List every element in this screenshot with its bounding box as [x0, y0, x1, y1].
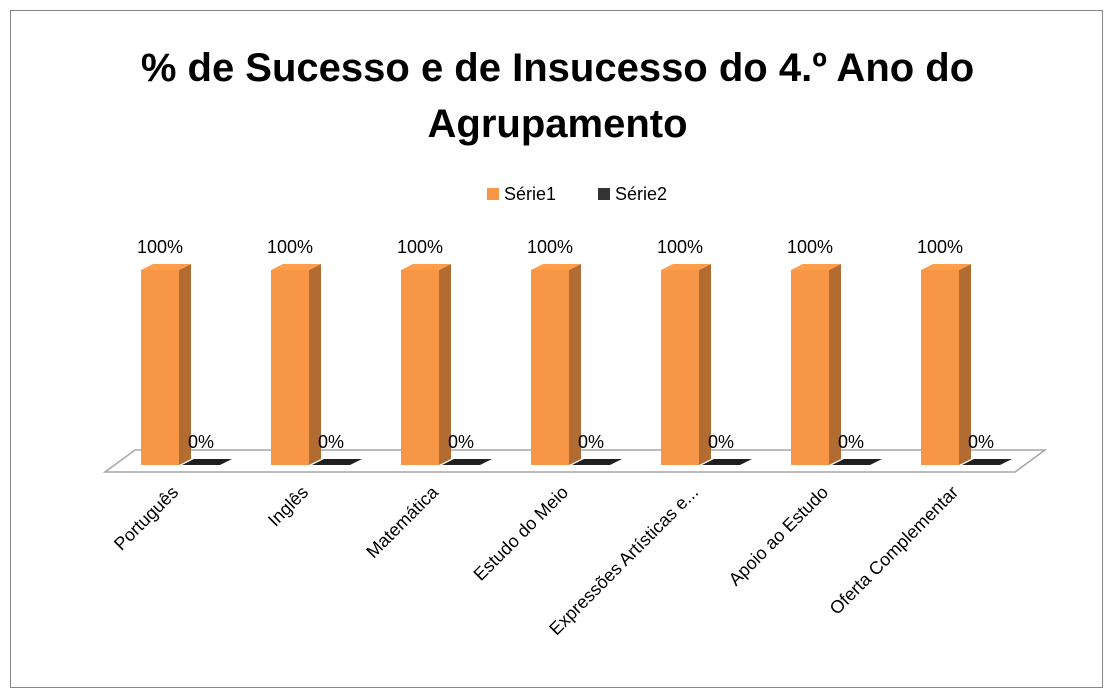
value-label: 100% [527, 237, 573, 257]
bar-top [661, 264, 711, 270]
bar-top [921, 264, 971, 270]
bar-front [661, 270, 699, 465]
value-label: 100% [267, 237, 313, 257]
value-label: 0% [318, 432, 344, 452]
x-tick-label: Oferta Complementar [826, 482, 963, 619]
value-label: 0% [838, 432, 864, 452]
bar-side [439, 264, 451, 465]
bar-top [572, 459, 622, 465]
bar-front [791, 270, 829, 465]
value-label: 100% [137, 237, 183, 257]
bar-front [921, 270, 959, 465]
bar-side [569, 264, 581, 465]
value-label: 0% [578, 432, 604, 452]
x-tick-label: Estudo do Meio [470, 482, 573, 585]
bar [401, 264, 451, 465]
bar [791, 264, 841, 465]
value-label: 100% [787, 237, 833, 257]
bar-front [401, 270, 439, 465]
bar [921, 264, 971, 465]
bar-side [179, 264, 191, 465]
bar [141, 264, 191, 465]
bar [702, 459, 752, 465]
bar-top [702, 459, 752, 465]
bar [531, 264, 581, 465]
value-label: 0% [708, 432, 734, 452]
bar-front [271, 270, 309, 465]
bar-side [829, 264, 841, 465]
bar-top [182, 459, 232, 465]
value-label: 0% [968, 432, 994, 452]
value-label: 0% [188, 432, 214, 452]
bar-side [959, 264, 971, 465]
x-tick-label: Inglês [264, 482, 312, 530]
bar [661, 264, 711, 465]
bar [182, 459, 232, 465]
bar-front [141, 270, 179, 465]
value-label: 100% [397, 237, 443, 257]
bar-top [962, 459, 1012, 465]
bar-side [699, 264, 711, 465]
chart-title: % de Sucesso e de Insucesso do 4.º Ano d… [140, 46, 975, 146]
value-label: 0% [448, 432, 474, 452]
value-label: 100% [657, 237, 703, 257]
bar [962, 459, 1012, 465]
bar [271, 264, 321, 465]
bar [572, 459, 622, 465]
bar-top [791, 264, 841, 270]
x-tick-label: Matemática [362, 481, 443, 562]
bar-side [309, 264, 321, 465]
chart-frame [10, 10, 1103, 688]
value-label: 100% [917, 237, 963, 257]
x-tick-label: Português [110, 482, 182, 554]
bar [442, 459, 492, 465]
legend-label: Série1 [504, 184, 556, 204]
bar-front [531, 270, 569, 465]
legend-label: Série2 [615, 184, 667, 204]
x-tick-label: Apoio ao Estudo [725, 482, 833, 590]
bar-top [312, 459, 362, 465]
bar-top [141, 264, 191, 270]
bar-top [442, 459, 492, 465]
bar-top [832, 459, 882, 465]
bar [312, 459, 362, 465]
x-tick-label: Expressões Artísticas e... [545, 482, 702, 639]
legend-swatch [598, 188, 610, 200]
legend-swatch [487, 188, 499, 200]
bar-top [531, 264, 581, 270]
bar-top [401, 264, 451, 270]
bar-top [271, 264, 321, 270]
bar [832, 459, 882, 465]
